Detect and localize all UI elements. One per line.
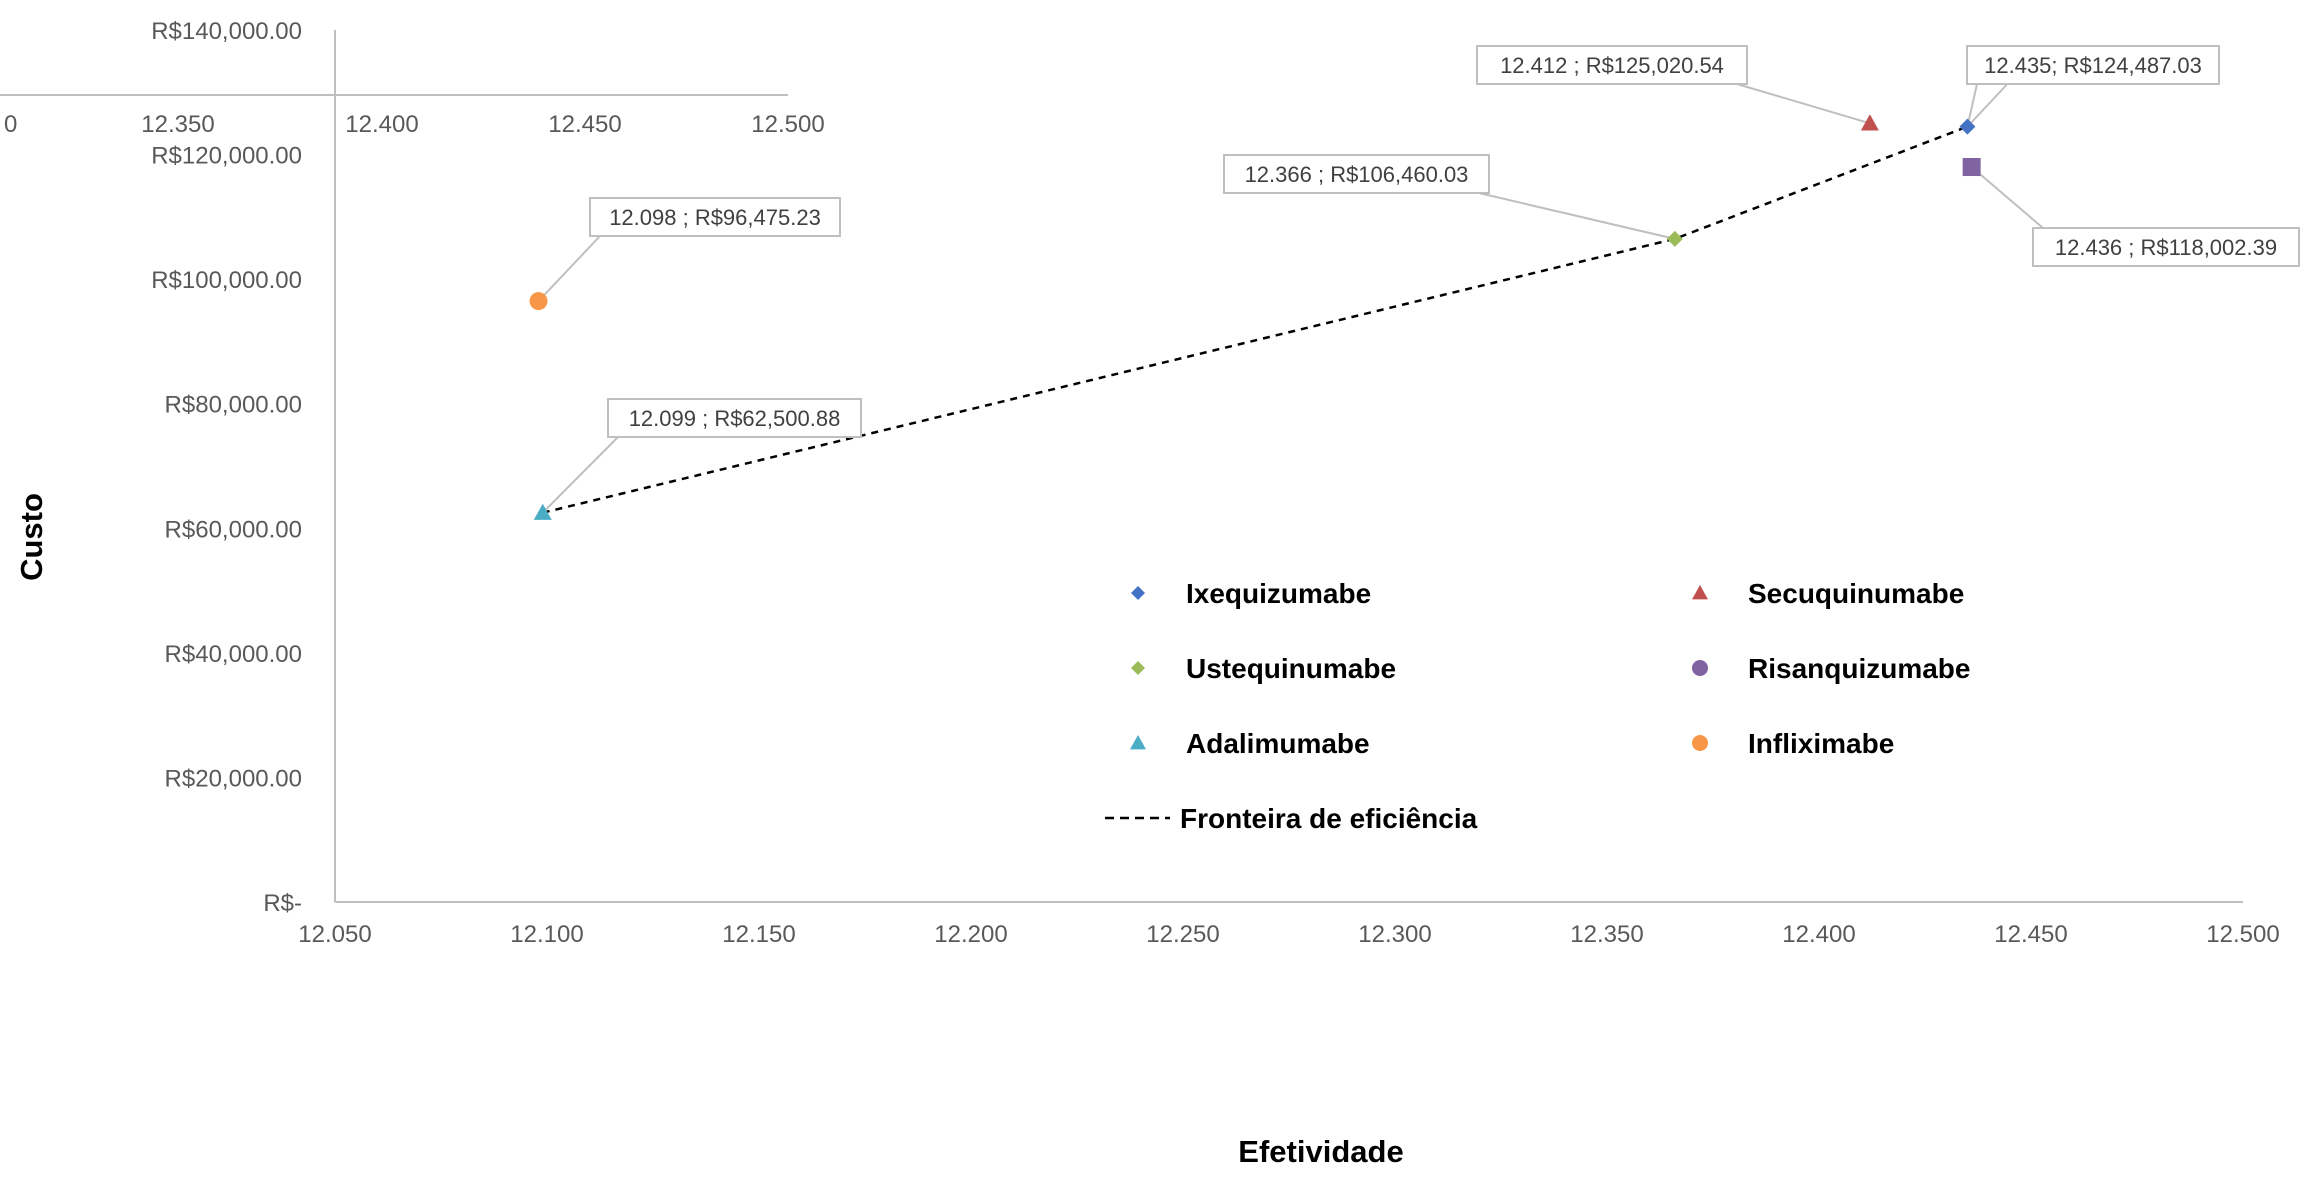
data-point-marker [1962, 158, 1981, 177]
y-tick-label: R$140,000.00 [151, 18, 302, 45]
y-tick-label: R$80,000.00 [165, 392, 302, 419]
x-tick-label: 12.500 [2206, 921, 2279, 948]
legend-marker [1692, 660, 1708, 676]
data-point-marker [1860, 114, 1879, 131]
x-tick-label: 12.150 [722, 921, 795, 948]
secondary-x-tick-label: 12.500 [751, 111, 824, 138]
legend: Ixequizumabe Secuquinumabe Ustequinumabe Ri… [1105, 578, 1970, 834]
secondary-x-tick-label: 0 [4, 111, 17, 138]
data-label: 12.412 ; R$125,020.54 [1500, 53, 1724, 78]
data-point-marker [529, 292, 548, 311]
legend-label: Risanquizumabe [1748, 653, 1970, 684]
x-tick-label: 12.250 [1146, 921, 1219, 948]
callout-box [1966, 45, 2220, 85]
y-axis-title: Custo [14, 493, 49, 581]
data-point-marker [1666, 230, 1683, 247]
callout-box [2032, 227, 2300, 267]
secondary-x-axis: 0 12.350 12.400 12.450 12.500 [0, 94, 825, 138]
legend-marker [1692, 735, 1708, 751]
callout-leader [1965, 83, 2009, 130]
legend-marker [1131, 661, 1145, 675]
callout-leaders [537, 83, 2044, 514]
callout-leader [542, 436, 619, 514]
x-tick-label: 12.100 [510, 921, 583, 948]
data-label: 12.366 ; R$106,460.03 [1245, 162, 1469, 187]
data-label: 12.435; R$124,487.03 [1984, 53, 2202, 78]
callout-box [1476, 45, 1748, 85]
x-axis-title: Efetividade [1238, 1134, 1403, 1169]
chart-axes: R$- R$20,000.00 R$40,000.00 R$60,000.00 R$80… [151, 18, 2280, 948]
x-tick-label: 12.300 [1358, 921, 1431, 948]
x-tick-label: 12.400 [1782, 921, 1855, 948]
data-points [529, 114, 1981, 520]
y-tick-label: R$20,000.00 [165, 765, 302, 792]
y-tick-label: R$100,000.00 [151, 267, 302, 294]
callout-box [607, 398, 862, 438]
x-tick-label: 12.050 [298, 921, 371, 948]
callout-leader [1478, 192, 1676, 240]
data-label: 12.436 ; R$118,002.39 [2055, 235, 2277, 260]
x-tick-label: 12.200 [934, 921, 1007, 948]
callout-leader [537, 235, 601, 302]
y-tick-label: R$60,000.00 [165, 516, 302, 543]
legend-label: Secuquinumabe [1748, 578, 1964, 609]
callout-box [589, 197, 841, 237]
y-tick-label: R$120,000.00 [151, 143, 302, 170]
legend-label: Ustequinumabe [1186, 653, 1396, 684]
legend-marker [1130, 735, 1146, 750]
callout-leader [1970, 166, 2044, 229]
legend-marker [1692, 585, 1708, 600]
legend-label: Infliximabe [1748, 728, 1894, 759]
data-label: 12.099 ; R$62,500.88 [629, 406, 841, 431]
callout-leader [1736, 83, 1871, 125]
data-point-marker [533, 503, 552, 520]
secondary-x-tick-label: 12.350 [141, 111, 214, 138]
legend-label: Fronteira de eficiência [1180, 803, 1478, 834]
secondary-x-tick-label: 12.400 [345, 111, 418, 138]
callout-box [1223, 154, 1490, 194]
legend-label: Adalimumabe [1186, 728, 1370, 759]
data-callouts: 12.435; R$124,487.03 12.412 ; R$125,020.5… [589, 45, 2300, 438]
y-tick-label: R$40,000.00 [165, 641, 302, 668]
legend-label: Ixequizumabe [1186, 578, 1371, 609]
data-label: 12.098 ; R$96,475.23 [609, 205, 821, 230]
x-tick-label: 12.450 [1994, 921, 2067, 948]
data-point-marker [1959, 118, 1976, 135]
secondary-x-tick-label: 12.450 [548, 111, 621, 138]
legend-marker [1131, 586, 1145, 600]
x-tick-label: 12.350 [1570, 921, 1643, 948]
y-tick-label: R$- [263, 890, 302, 917]
